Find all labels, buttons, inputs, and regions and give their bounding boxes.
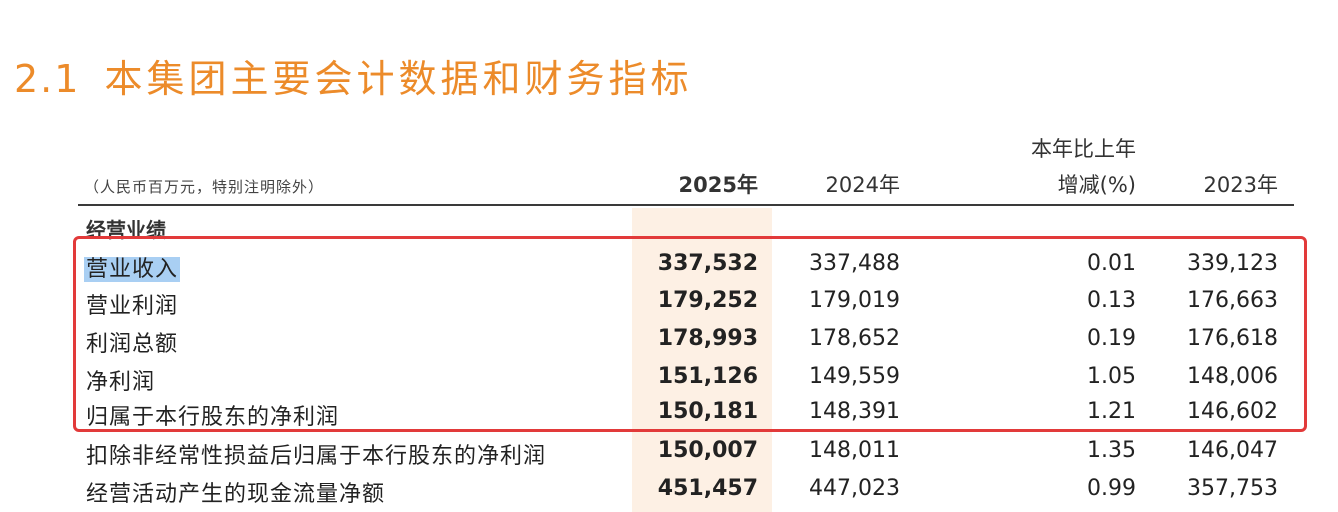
column-header-2023: 2023年 [1203,173,1278,197]
cell-2024: 149,559 [809,364,900,389]
unit-note: （人民币百万元，特别注明除外） [84,178,325,196]
cell-change: 0.01 [1087,251,1136,276]
cell-2025: 150,181 [657,399,758,424]
row-label: 净利润 [86,370,156,395]
column-header-2025: 2025年 [678,173,758,197]
cell-2025: 150,007 [657,438,758,463]
cell-2024: 337,488 [809,251,900,276]
cell-2025: 178,993 [657,326,758,351]
row-label: 营业利润 [86,294,179,319]
highlight-annotation-box [73,236,1307,432]
selected-text[interactable]: 营业收入 [84,257,181,282]
cell-2023: 146,602 [1187,399,1278,424]
cell-change: 1.05 [1087,364,1136,389]
section-title: 2.1 本集团主要会计数据和财务指标 [14,48,692,103]
cell-change: 0.99 [1087,476,1136,501]
cell-2023: 146,047 [1187,438,1278,463]
row-label: 经营活动产生的现金流量净额 [86,482,386,507]
current-year-column-highlight [632,208,772,512]
cell-change: 1.35 [1087,438,1136,463]
column-header-2024: 2024年 [825,173,900,197]
section-title-text: 本集团主要会计数据和财务指标 [104,57,693,101]
row-label: 利润总额 [86,332,179,357]
column-header-change-line2: 增减(%) [1057,173,1136,197]
cell-2024: 148,391 [809,399,900,424]
cell-change: 0.19 [1087,326,1136,351]
cell-2025: 151,126 [657,364,758,389]
row-label: 扣除非经常性损益后归属于本行股东的净利润 [86,444,547,469]
cell-change: 0.13 [1087,288,1136,313]
cell-2024: 148,011 [809,438,900,463]
cell-change: 1.21 [1087,399,1136,424]
cell-2023: 339,123 [1187,251,1278,276]
cell-2024: 179,019 [809,288,900,313]
cell-2025: 337,532 [657,251,758,276]
row-label[interactable]: 营业收入 [84,251,181,283]
row-label: 归属于本行股东的净利润 [86,405,340,430]
cell-2025: 179,252 [657,288,758,313]
cell-2024: 178,652 [809,326,900,351]
cell-2024: 447,023 [809,476,900,501]
cell-2023: 176,618 [1187,326,1278,351]
header-divider [78,204,1294,206]
cell-2025: 451,457 [657,476,758,501]
column-header-change-line1: 本年比上年 [1031,137,1136,161]
section-number: 2.1 [14,57,81,101]
cell-2023: 176,663 [1187,288,1278,313]
cell-2023: 357,753 [1187,476,1278,501]
cell-2023: 148,006 [1187,364,1278,389]
